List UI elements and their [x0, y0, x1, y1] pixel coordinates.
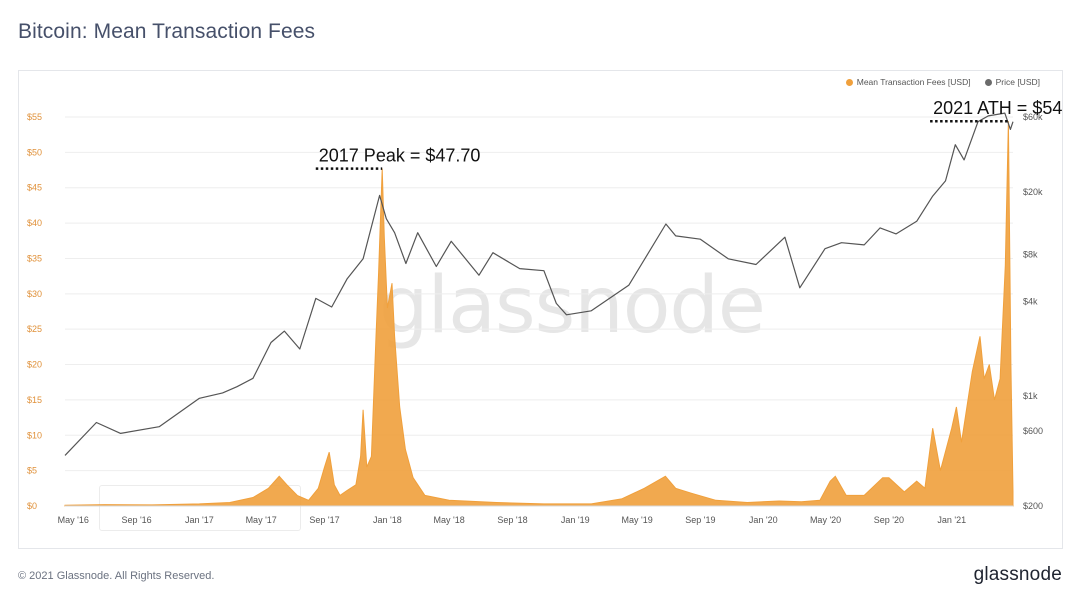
y-tick-label: $55	[27, 112, 42, 122]
legend: Mean Transaction Fees [USD] Price [USD]	[845, 77, 1040, 87]
y2-tick-label: $8k	[1023, 249, 1038, 259]
fees-layer	[64, 121, 1014, 507]
legend-label-fees: Mean Transaction Fees [USD]	[856, 77, 971, 87]
fees-area-series	[64, 121, 1014, 507]
legend-swatch-fees	[845, 78, 853, 86]
annotation-layer: 2017 Peak = $47.70 2021 ATH = $54.40	[315, 98, 1062, 170]
page-title: Bitcoin: Mean Transaction Fees	[18, 20, 316, 43]
x-tick-label: Sep '18	[497, 515, 527, 525]
y2-tick-label: $200	[1023, 501, 1043, 511]
x-tick-label: Jan '17	[185, 515, 214, 525]
legend-label-price: Price [USD]	[995, 77, 1040, 87]
x-tick-label: Jan '21	[937, 515, 966, 525]
y2-tick-label: $1k	[1023, 391, 1038, 401]
y-tick-label: $40	[27, 218, 42, 228]
glassnode-logo[interactable]: glassnode	[973, 564, 1062, 585]
y-tick-label: $20	[27, 360, 42, 370]
y-tick-label: $0	[27, 501, 37, 511]
axis-layer: $0 $5 $10 $15 $20 $25 $30 $35 $40 $45 $50 $55 $200 $6…	[27, 112, 1043, 525]
y2-tick-label: $4k	[1023, 297, 1038, 307]
y-tick-label: $45	[27, 183, 42, 193]
chart-panel: glassnode $0 $5 $10 $15 $20 $25 $30 $35 $40 $45 $5…	[18, 70, 1063, 549]
y-tick-label: $5	[27, 466, 37, 476]
x-tick-label: Sep '19	[685, 515, 715, 525]
y2-tick-label: $60k	[1023, 112, 1043, 122]
x-tick-label: May '18	[434, 515, 465, 525]
y2-tick-label: $600	[1023, 426, 1043, 436]
y-tick-label: $25	[27, 324, 42, 334]
x-tick-label: May '20	[810, 515, 841, 525]
watermark: glassnode	[379, 261, 766, 351]
legend-item-price[interactable]: Price [USD]	[984, 77, 1040, 87]
y-tick-label: $50	[27, 147, 42, 157]
x-tick-label: Sep '16	[121, 515, 151, 525]
price-layer	[64, 112, 1014, 456]
annotation-label: 2021 ATH = $54.40	[933, 98, 1062, 118]
x-tick-label: May '19	[621, 515, 652, 525]
x-tick-label: Jan '19	[561, 515, 590, 525]
x-tick-label: Sep '17	[309, 515, 339, 525]
x-tick-label: Jan '20	[749, 515, 778, 525]
legend-swatch-price	[984, 78, 992, 86]
grid-layer	[65, 116, 1013, 507]
copyright-text: © 2021 Glassnode. All Rights Reserved.	[18, 570, 215, 582]
x-tick-label: Jan '18	[373, 515, 402, 525]
y2-tick-label: $20k	[1023, 187, 1043, 197]
price-line-series	[64, 112, 1014, 456]
x-tick-label: May '16	[58, 515, 89, 525]
y-tick-label: $10	[27, 430, 42, 440]
legend-item-fees[interactable]: Mean Transaction Fees [USD]	[845, 77, 971, 87]
x-tick-label: Sep '20	[874, 515, 904, 525]
y-tick-label: $35	[27, 253, 42, 263]
y-tick-label: $15	[27, 395, 42, 405]
annotation-label: 2017 Peak = $47.70	[319, 146, 481, 166]
chart-svg: $0 $5 $10 $15 $20 $25 $30 $35 $40 $45 $50 $55 $200 $6…	[27, 98, 1062, 525]
x-tick-label: May '17	[246, 515, 277, 525]
y-tick-label: $30	[27, 289, 42, 299]
